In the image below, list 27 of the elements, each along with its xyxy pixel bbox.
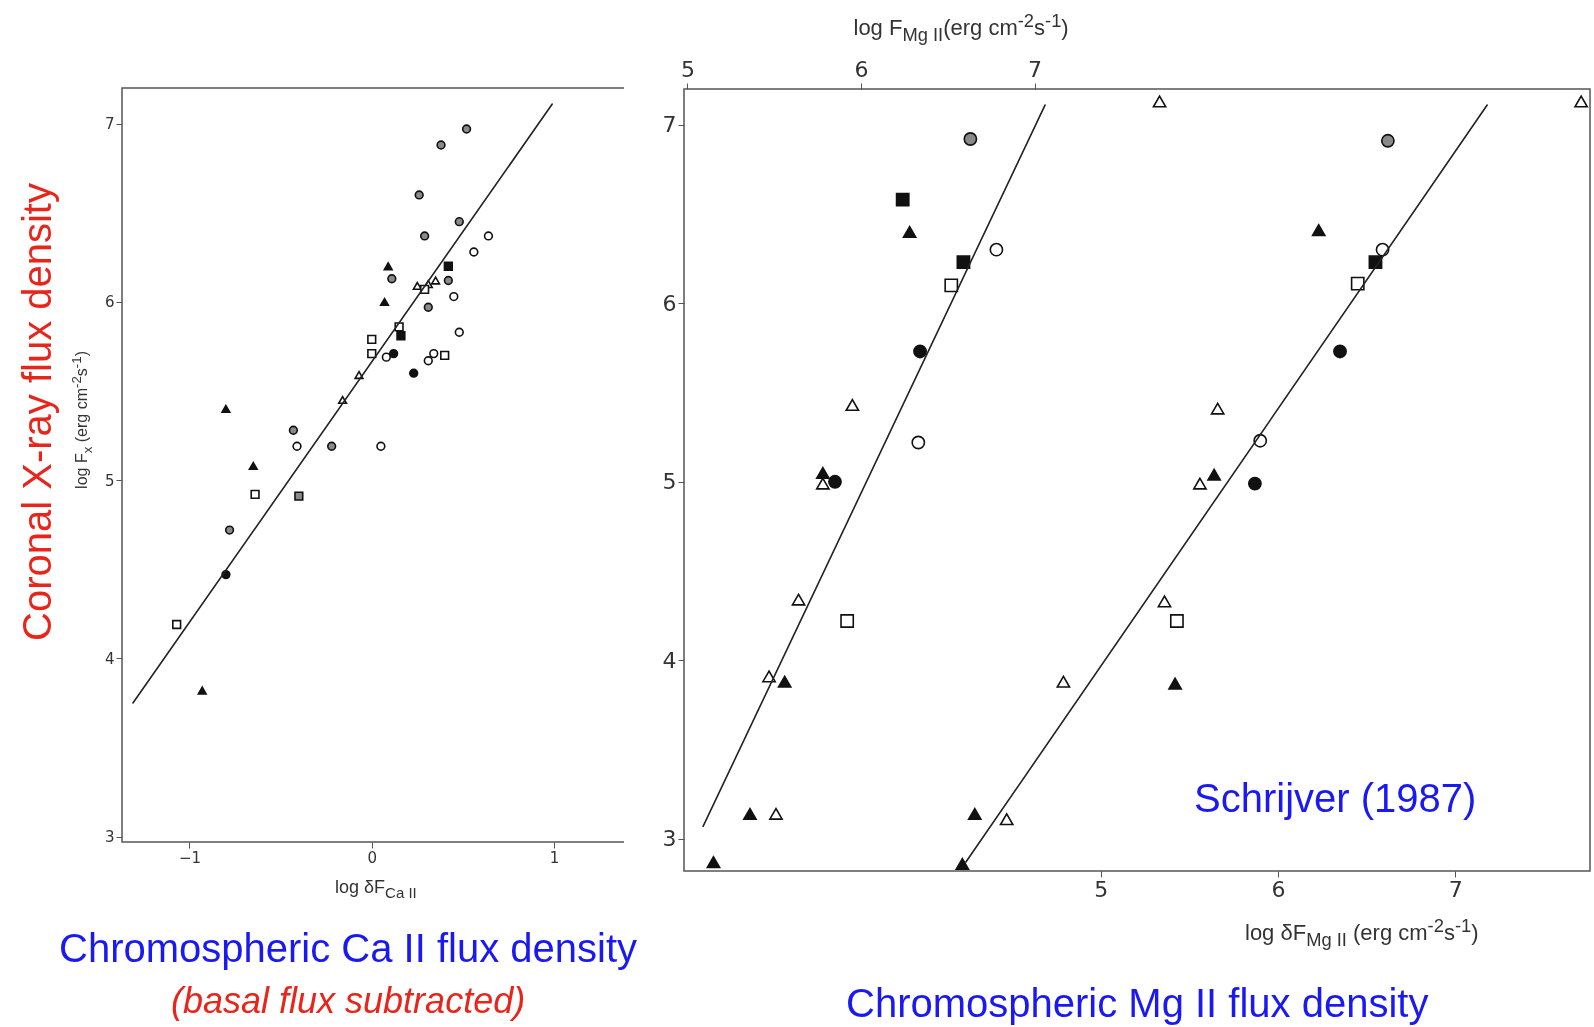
x-tick-label: 1 — [549, 848, 560, 867]
x-tick-label: 0 — [367, 848, 378, 867]
text: (basal flux subtracted) — [171, 980, 526, 1021]
y-tick-label: 3 — [104, 828, 115, 847]
y-tick-label: 6 — [662, 290, 677, 316]
text: Chromospheric Ca II flux density — [59, 926, 638, 970]
x-tick-label: 5 — [1094, 876, 1109, 902]
y-tick-label: 3 — [662, 826, 677, 852]
y-tick-label: 6 — [104, 293, 115, 312]
annotation: Schrijver (1987) — [1194, 776, 1477, 820]
y-tick-label: 4 — [104, 649, 115, 668]
y-tick-label: 5 — [104, 471, 115, 490]
y-tick-label: 4 — [662, 647, 677, 673]
y-tick-label: 5 — [662, 469, 677, 495]
x-axis-title: log δF$_{Mg II}$ (erg cm$^{-2}$s$^{-1}$) — [1245, 915, 1479, 950]
x-tick-label: 7 — [1448, 876, 1463, 902]
x2-tick-label: 5 — [680, 56, 695, 82]
text: Chromospheric Mg II flux density — [846, 981, 1429, 1025]
text: Coronal X-ray flux density — [14, 183, 59, 641]
x-tick-label: −1 — [178, 848, 202, 867]
x-axis-title: log δF$_{Ca II}$ — [335, 877, 417, 901]
x2-tick-label: 6 — [854, 56, 869, 82]
x2-tick-label: 7 — [1028, 56, 1043, 82]
y-tick-label: 7 — [104, 115, 115, 134]
x2-axis-title: log F$_{Mg II}$(erg cm$^{-2}$s$^{-1}$) — [853, 10, 1069, 45]
y-tick-label: 7 — [662, 112, 677, 138]
x-tick-label: 6 — [1271, 876, 1286, 902]
